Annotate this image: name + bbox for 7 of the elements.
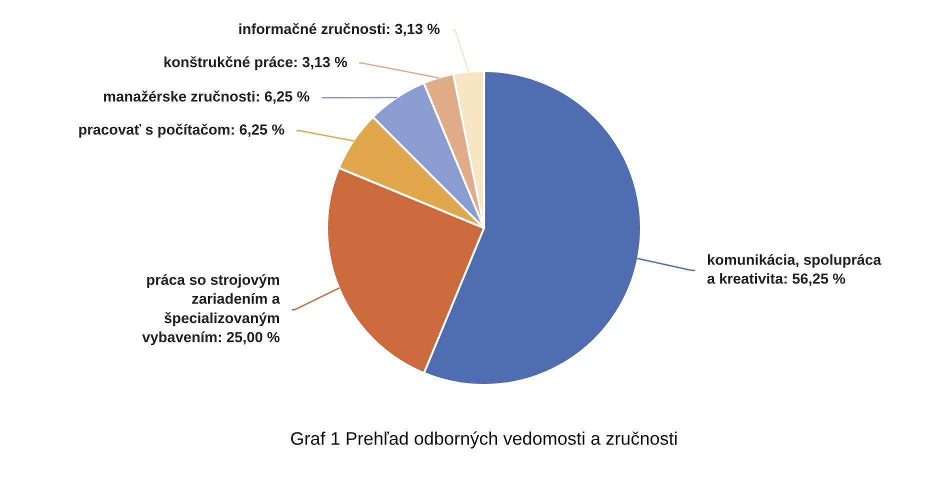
slice-label: práca so strojovým zariadením a špecializovaným vybavením: 25,00 %	[142, 274, 280, 346]
slice-label: komunikácia, spolupráca a kreativita: 56,25 %	[707, 254, 882, 286]
slice-label: informačné zručnosti: 3,13 %	[239, 23, 440, 36]
text: Graf 1 Prehľad odborných vedomosti a zručnosti	[291, 431, 677, 448]
slice-label: konštrukčné práce: 3,13 %	[164, 56, 348, 70]
slice-label: manažérske zručnosti: 6,25 %	[104, 90, 310, 104]
slice-label: pracovať s počítačom: 6,25 %	[79, 124, 284, 138]
